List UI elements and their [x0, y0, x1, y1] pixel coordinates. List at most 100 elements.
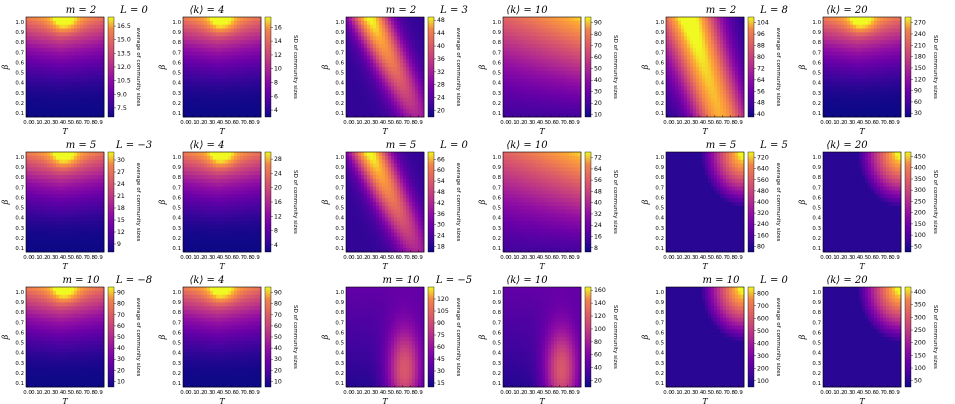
heatmap-cell	[850, 55, 854, 60]
heatmap-cell	[409, 55, 413, 60]
heatmap-cell	[678, 40, 682, 45]
heatmap-cell	[521, 82, 525, 87]
heatmap-cell	[684, 40, 688, 45]
panel-title-m: m = 2	[706, 5, 737, 16]
heatmap-cell	[32, 32, 36, 37]
heatmap-cell	[518, 63, 522, 68]
heatmap-cell	[853, 109, 857, 114]
heatmap-cell	[880, 36, 884, 41]
heatmap-cell	[741, 86, 745, 91]
heatmap-cell	[213, 70, 217, 76]
heatmap-cell	[729, 28, 733, 33]
heatmap-cell	[38, 194, 42, 199]
heatmap-cell	[249, 28, 253, 33]
heatmap-cell	[898, 74, 902, 79]
heatmap-cell	[524, 63, 528, 68]
heatmap-cell	[346, 32, 350, 37]
heatmap-cell	[237, 59, 241, 64]
heatmap-cell	[62, 221, 66, 226]
x-axis-label: T	[219, 127, 225, 136]
heatmap-cell	[823, 86, 827, 91]
heatmap-cell	[361, 105, 365, 110]
heatmap-cell	[29, 159, 33, 164]
heatmap-cell	[826, 105, 830, 110]
heatmap-cell	[198, 28, 202, 33]
heatmap-cell	[80, 40, 84, 45]
heatmap-cell	[68, 51, 72, 56]
heatmap-cell	[560, 17, 564, 22]
heatmap-cell	[29, 28, 33, 33]
heatmap-cell	[503, 78, 507, 83]
heatmap-cell	[35, 74, 39, 79]
heatmap-cell	[865, 105, 869, 110]
heatmap-cell	[65, 217, 69, 222]
heatmap-cell	[509, 70, 513, 76]
heatmap-cell	[895, 47, 899, 53]
heatmap-cell	[675, 101, 679, 106]
heatmap-cell	[521, 97, 525, 103]
heatmap-cell	[554, 59, 558, 64]
heatmap-cell	[349, 90, 353, 95]
heatmap-cell	[62, 40, 66, 45]
heatmap-cell	[237, 63, 241, 68]
heatmap-cell	[35, 36, 39, 41]
heatmap-cell	[557, 24, 561, 29]
heatmap-cell	[255, 28, 259, 33]
heatmap-cell	[530, 47, 534, 53]
heatmap-cell	[563, 67, 567, 72]
heatmap-cell	[506, 113, 510, 118]
heatmap-cell	[189, 101, 193, 106]
heatmap-cell	[38, 163, 42, 168]
heatmap-cell	[358, 28, 362, 33]
heatmap-cell	[189, 82, 193, 87]
heatmap-cell	[391, 90, 395, 95]
heatmap-cell	[219, 109, 223, 114]
heatmap-cell	[823, 90, 827, 95]
heatmap-cell	[409, 93, 413, 99]
x-axis-label: T	[62, 127, 68, 136]
heatmap-cell	[696, 36, 700, 41]
heatmap-cell	[246, 36, 250, 41]
heatmap-cell	[186, 36, 190, 41]
heatmap-cell	[693, 20, 697, 26]
heatmap-cell	[210, 109, 214, 114]
heatmap-cell	[554, 74, 558, 79]
heatmap-cell	[560, 55, 564, 60]
heatmap-cell	[527, 59, 531, 64]
heatmap-cell	[349, 40, 353, 45]
heatmap-cell	[871, 40, 875, 45]
heatmap-cell	[201, 93, 205, 99]
heatmap-cell	[684, 78, 688, 83]
heatmap-cell	[32, 113, 36, 118]
heatmap-cell	[705, 97, 709, 103]
heatmap-cell	[77, 202, 81, 207]
heatmap-cell	[877, 28, 881, 33]
heatmap-cell	[358, 90, 362, 95]
heatmap-cell	[77, 51, 81, 56]
heatmap-cell	[47, 213, 51, 218]
heatmap-cell	[865, 101, 869, 106]
heatmap-cell	[850, 51, 854, 56]
heatmap-cell	[29, 63, 33, 68]
heatmap-cell	[38, 232, 42, 238]
heatmap-cell	[370, 55, 374, 60]
heatmap-cell	[666, 109, 670, 114]
heatmap-cell	[80, 198, 84, 203]
heatmap-cell	[385, 105, 389, 110]
heatmap-cell	[711, 93, 715, 99]
heatmap-cell	[714, 36, 718, 41]
heatmap-cell	[835, 78, 839, 83]
heatmap-cell	[548, 43, 552, 49]
heatmap-cell	[358, 47, 362, 53]
heatmap-cell	[551, 43, 555, 49]
heatmap-cell	[403, 51, 407, 56]
heatmap-cell	[880, 78, 884, 83]
heatmap-cell	[388, 93, 392, 99]
heatmap-cell	[183, 101, 187, 106]
heatmap-cell	[370, 20, 374, 26]
heatmap-cell	[201, 90, 205, 95]
heatmap-cell	[35, 228, 39, 234]
heatmap-cell	[530, 74, 534, 79]
heatmap-cell	[705, 17, 709, 22]
heatmap-cell	[44, 82, 48, 87]
